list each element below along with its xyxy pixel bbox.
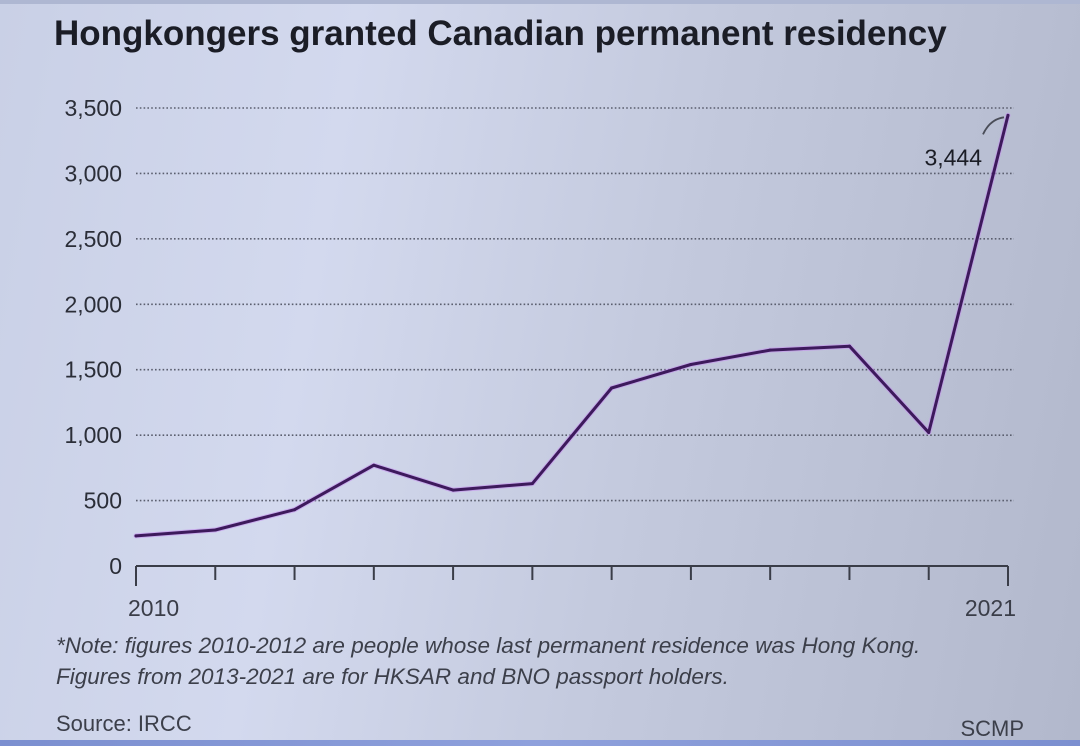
bottom-border bbox=[0, 740, 1080, 746]
y-tick-label: 3,500 bbox=[64, 95, 122, 121]
data-point bbox=[610, 386, 614, 390]
data-point bbox=[768, 348, 772, 352]
y-tick-label: 500 bbox=[84, 488, 122, 514]
data-point bbox=[213, 528, 217, 532]
data-point bbox=[372, 463, 376, 467]
y-tick-label: 0 bbox=[109, 553, 122, 579]
data-point bbox=[689, 362, 693, 366]
data-point bbox=[847, 344, 851, 348]
annotations: 3,444 bbox=[924, 116, 1005, 170]
data-point bbox=[927, 431, 931, 435]
top-border bbox=[0, 0, 1080, 4]
chart-note: *Note: figures 2010-2012 are people whos… bbox=[56, 630, 920, 692]
data-point bbox=[530, 482, 534, 486]
annotation-leader bbox=[982, 116, 1005, 135]
x-tick-label: 2010 bbox=[128, 595, 179, 621]
series-layer bbox=[133, 112, 1011, 539]
source-credit: Source: IRCC bbox=[56, 711, 192, 736]
y-tick-label: 1,000 bbox=[64, 422, 122, 448]
series-line bbox=[134, 113, 1010, 538]
data-point bbox=[293, 508, 297, 512]
note-line-2: Figures from 2013-2021 are for HKSAR and… bbox=[56, 664, 729, 689]
annotation-label: 3,444 bbox=[924, 144, 982, 170]
x-axis: 2010 2021 bbox=[128, 565, 1016, 621]
y-tick-label: 2,500 bbox=[64, 226, 122, 252]
y-tick-label: 2,000 bbox=[64, 291, 122, 317]
y-axis-ticks: 0 500 1,000 1,500 2,000 2,500 3,000 3,500 bbox=[64, 95, 122, 579]
note-line-1: *Note: figures 2010-2012 are people whos… bbox=[56, 633, 921, 658]
data-point bbox=[1006, 113, 1010, 117]
data-point bbox=[451, 488, 455, 492]
y-tick-label: 1,500 bbox=[64, 357, 122, 383]
x-tick-label: 2021 bbox=[965, 595, 1016, 621]
y-tick-label: 3,000 bbox=[64, 160, 122, 186]
gridlines bbox=[136, 107, 1014, 502]
chart-title: Hongkongers granted Canadian permanent r… bbox=[54, 14, 947, 53]
series-line-glow bbox=[133, 112, 1011, 539]
data-point bbox=[134, 534, 138, 538]
publisher-brand: SCMP bbox=[960, 716, 1024, 741]
